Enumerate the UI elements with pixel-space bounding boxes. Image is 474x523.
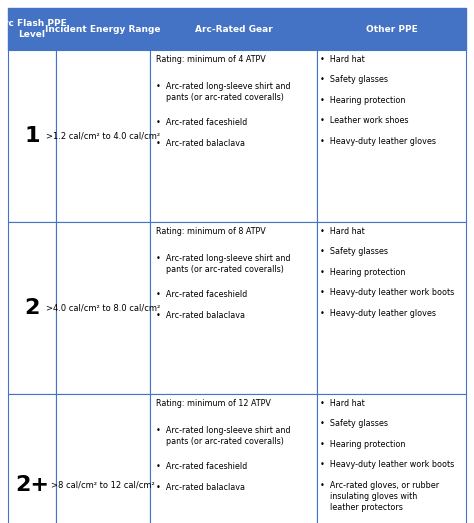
Text: •  Hearing protection: • Hearing protection [320, 268, 406, 277]
Text: •  Arc-rated balaclava: • Arc-rated balaclava [156, 139, 245, 147]
Text: •  Arc-rated faceshield: • Arc-rated faceshield [156, 290, 247, 299]
Text: •  Arc-rated long-sleeve shirt and
    pants (or arc-rated coveralls): • Arc-rated long-sleeve shirt and pants … [156, 426, 291, 446]
Text: Rating: minimum of 4 ATPV: Rating: minimum of 4 ATPV [156, 55, 266, 64]
Text: Other PPE: Other PPE [366, 25, 418, 33]
Text: •  Safety glasses: • Safety glasses [320, 247, 388, 256]
Text: Arc Flash PPE
Level: Arc Flash PPE Level [0, 19, 67, 39]
Text: •  Hard hat: • Hard hat [320, 399, 365, 408]
Text: •  Hearing protection: • Hearing protection [320, 96, 406, 105]
Text: Incident Energy Range: Incident Energy Range [46, 25, 161, 33]
Text: •  Arc-rated gloves, or rubber
    insulating gloves with
    leather protectors: • Arc-rated gloves, or rubber insulating… [320, 481, 439, 512]
Text: •  Arc-rated balaclava: • Arc-rated balaclava [156, 483, 245, 492]
Text: •  Arc-rated balaclava: • Arc-rated balaclava [156, 311, 245, 320]
Text: Rating: minimum of 8 ATPV: Rating: minimum of 8 ATPV [156, 227, 266, 236]
Text: •  Heavy-duty leather gloves: • Heavy-duty leather gloves [320, 309, 436, 318]
Text: >8 cal/cm² to 12 cal/cm²: >8 cal/cm² to 12 cal/cm² [51, 481, 155, 490]
Text: •  Safety glasses: • Safety glasses [320, 419, 388, 428]
Text: •  Heavy-duty leather gloves: • Heavy-duty leather gloves [320, 137, 436, 146]
Text: >1.2 cal/cm² to 4.0 cal/cm²: >1.2 cal/cm² to 4.0 cal/cm² [46, 131, 160, 141]
Text: •  Arc-rated long-sleeve shirt and
    pants (or arc-rated coveralls): • Arc-rated long-sleeve shirt and pants … [156, 254, 291, 274]
Text: •  Arc-rated faceshield: • Arc-rated faceshield [156, 118, 247, 127]
Text: •  Arc-rated faceshield: • Arc-rated faceshield [156, 462, 247, 471]
Text: •  Hard hat: • Hard hat [320, 55, 365, 64]
Text: >4.0 cal/cm² to 8.0 cal/cm²: >4.0 cal/cm² to 8.0 cal/cm² [46, 303, 160, 313]
Text: 2: 2 [24, 298, 40, 318]
Text: •  Hard hat: • Hard hat [320, 227, 365, 236]
Text: Rating: minimum of 12 ATPV: Rating: minimum of 12 ATPV [156, 399, 271, 408]
Text: •  Safety glasses: • Safety glasses [320, 75, 388, 84]
Text: •  Heavy-duty leather work boots: • Heavy-duty leather work boots [320, 460, 455, 470]
Text: 1: 1 [24, 126, 40, 146]
Text: 2+: 2+ [15, 475, 49, 495]
Text: Arc-Rated Gear: Arc-Rated Gear [195, 25, 273, 33]
Text: •  Arc-rated long-sleeve shirt and
    pants (or arc-rated coveralls): • Arc-rated long-sleeve shirt and pants … [156, 82, 291, 103]
Text: •  Leather work shoes: • Leather work shoes [320, 117, 409, 126]
Text: •  Heavy-duty leather work boots: • Heavy-duty leather work boots [320, 289, 455, 298]
Text: •  Hearing protection: • Hearing protection [320, 440, 406, 449]
